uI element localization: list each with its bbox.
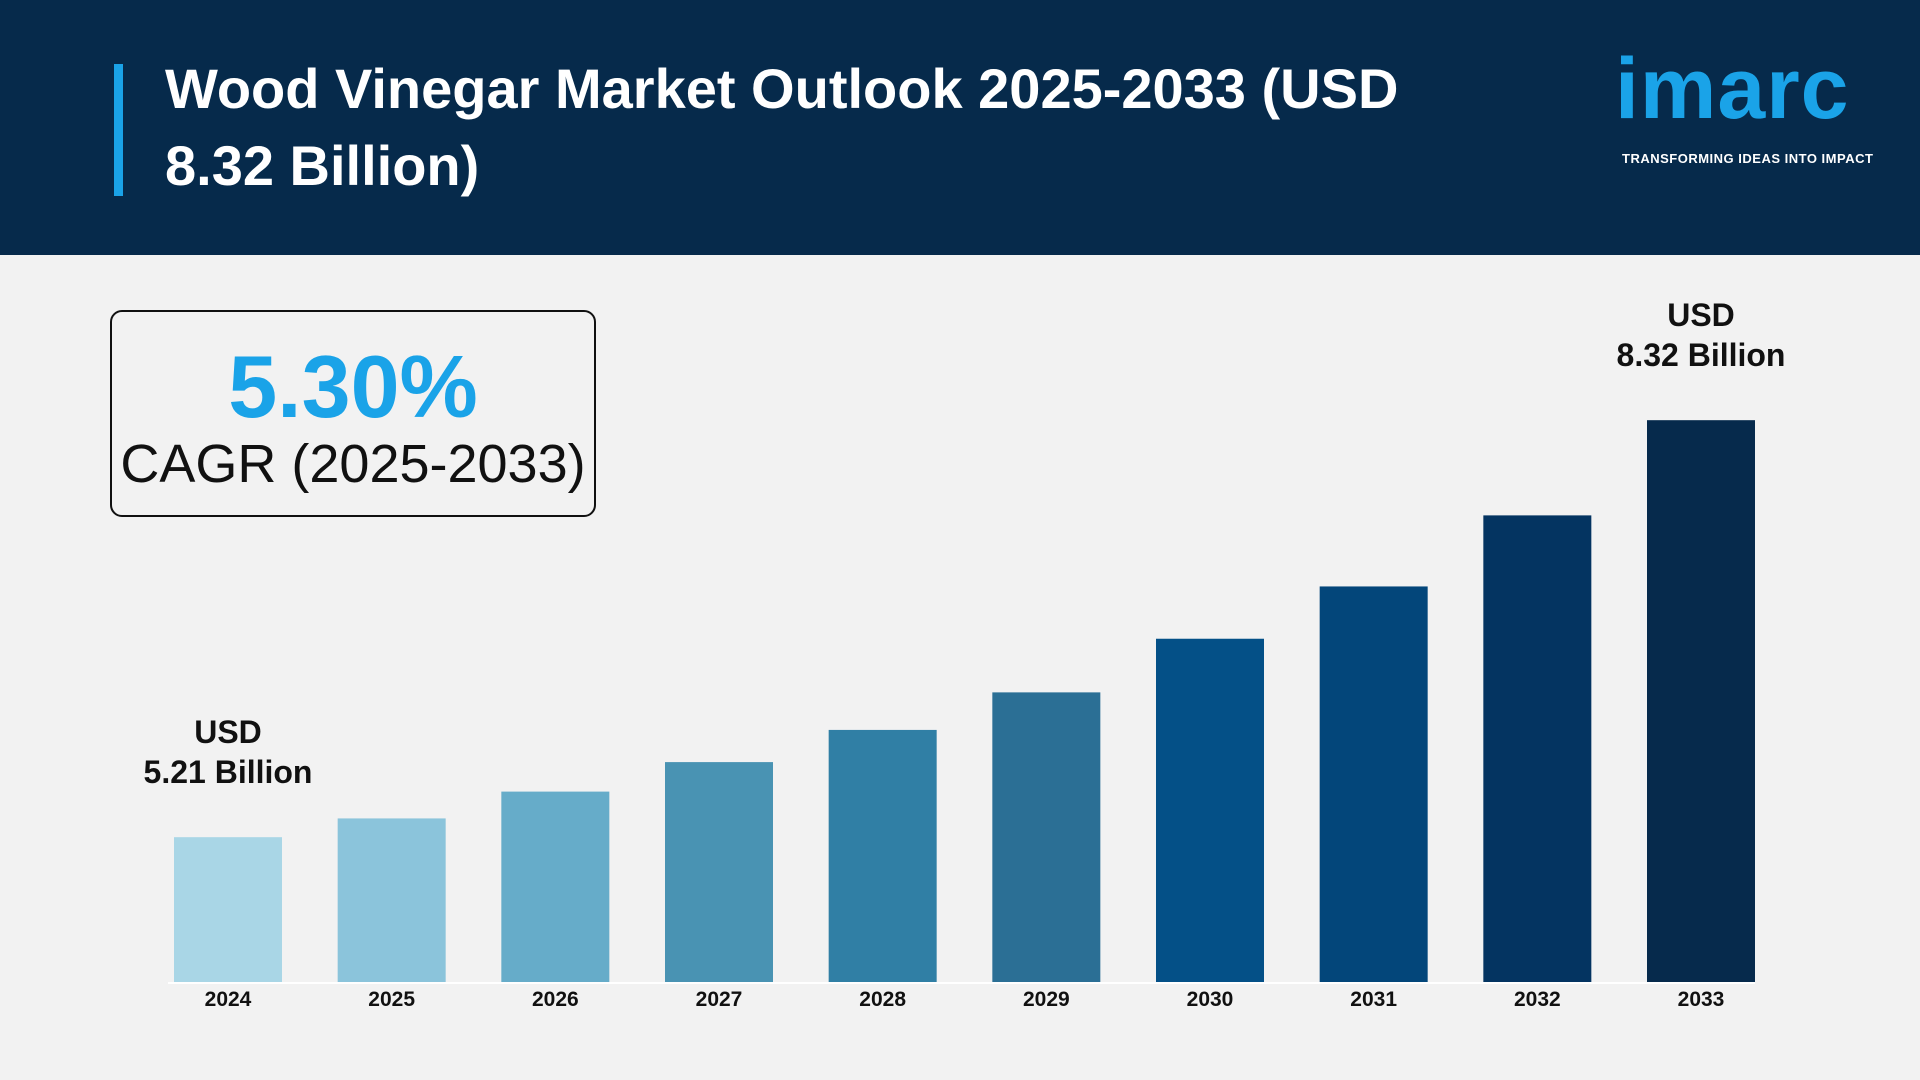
- bar: [501, 791, 610, 982]
- x-tick-label: 2033: [1678, 988, 1725, 1011]
- x-tick-label: 2025: [368, 988, 415, 1011]
- bar: [992, 692, 1101, 982]
- x-tick-label: 2030: [1187, 988, 1234, 1011]
- bar: [337, 818, 446, 982]
- cagr-label: CAGR (2025-2033): [120, 434, 586, 494]
- cagr-value: 5.30%: [228, 337, 478, 436]
- bar: [1483, 515, 1592, 982]
- x-tick-label: 2031: [1350, 988, 1397, 1011]
- value-label: USD 8.32 Billion: [1616, 297, 1786, 374]
- accent-bar: [114, 64, 123, 196]
- cagr-box: 5.30% CAGR (2025-2033): [110, 310, 596, 517]
- x-tick-label: 2032: [1514, 988, 1561, 1011]
- bar: [1647, 420, 1755, 982]
- tagline: TRANSFORMING IDEAS INTO IMPACT: [1622, 151, 1874, 166]
- bar: [828, 729, 937, 982]
- header: Wood Vinegar Market Outlook 2025-2033 (U…: [0, 0, 1920, 255]
- x-tick-label: 2027: [696, 988, 743, 1011]
- title: Wood Vinegar Market Outlook 2025-2033 (U…: [165, 57, 1399, 197]
- x-tick-label: 2026: [532, 988, 579, 1011]
- bar: [1156, 638, 1264, 982]
- x-tick-label: 2024: [205, 988, 252, 1011]
- logo: imarc: [1615, 41, 1850, 137]
- value-label: USD 5.21 Billion: [143, 714, 313, 791]
- bar: [1319, 586, 1428, 982]
- x-tick-label: 2028: [859, 988, 906, 1011]
- x-tick-label: 2029: [1023, 988, 1070, 1011]
- bar: [174, 837, 282, 982]
- bar: [665, 762, 773, 982]
